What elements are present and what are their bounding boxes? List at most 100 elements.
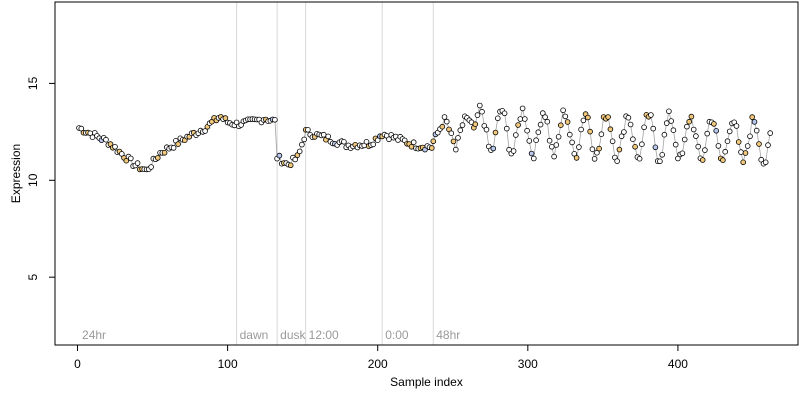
- data-point: [686, 118, 692, 125]
- data-point: [374, 137, 381, 144]
- phase-label: 0:00: [385, 328, 409, 342]
- data-point: [459, 122, 466, 128]
- x-tick-label: 0: [74, 357, 81, 371]
- data-point: [524, 127, 530, 134]
- data-point: [699, 157, 706, 163]
- phase-label: dusk: [280, 328, 306, 342]
- data-point: [670, 127, 677, 133]
- data-point: [553, 142, 560, 148]
- data-point: [630, 136, 636, 143]
- data-point: [287, 162, 294, 169]
- data-point: [112, 144, 118, 150]
- data-point: [726, 128, 733, 135]
- data-point: [301, 136, 308, 143]
- x-tick-label: 300: [518, 357, 538, 371]
- data-point: [410, 139, 417, 146]
- phase-label: 48hr: [436, 328, 460, 342]
- data-point: [740, 159, 746, 166]
- data-point: [474, 112, 481, 118]
- data-point: [587, 128, 593, 135]
- data-point: [724, 138, 731, 145]
- data-point: [175, 141, 181, 147]
- data-point: [666, 108, 672, 115]
- x-tick-label: 100: [218, 357, 238, 371]
- data-point: [526, 138, 533, 144]
- data-point: [711, 121, 717, 127]
- data-point: [616, 146, 623, 153]
- data-point: [576, 144, 582, 150]
- data-point: [690, 126, 697, 133]
- data-point: [533, 137, 539, 144]
- data-point: [668, 118, 674, 124]
- y-tick-label: 10: [26, 173, 40, 187]
- data-point: [571, 151, 578, 157]
- data-point: [222, 115, 229, 121]
- data-point: [585, 114, 591, 121]
- data-point: [443, 118, 450, 125]
- data-point: [521, 116, 528, 122]
- data-point: [713, 128, 719, 134]
- data-point: [363, 139, 370, 145]
- data-point: [675, 155, 681, 162]
- data-point: [580, 117, 587, 124]
- data-point: [738, 149, 744, 155]
- data-point: [589, 146, 596, 153]
- data-point: [591, 156, 598, 162]
- data-point: [555, 134, 562, 140]
- data-point: [441, 114, 448, 120]
- data-point: [747, 133, 753, 140]
- data-point: [535, 129, 542, 136]
- data-point: [528, 150, 535, 157]
- data-point: [134, 160, 141, 166]
- data-point: [515, 122, 521, 128]
- data-point: [657, 158, 663, 165]
- data-point: [609, 138, 616, 145]
- data-point: [684, 123, 690, 130]
- data-point: [544, 118, 551, 125]
- data-point: [296, 148, 303, 155]
- data-point: [693, 133, 699, 139]
- data-point: [650, 125, 656, 132]
- data-point: [661, 131, 668, 138]
- x-tick-label: 200: [368, 357, 388, 371]
- data-point: [614, 158, 620, 164]
- data-point: [636, 155, 643, 162]
- data-point: [767, 130, 773, 136]
- data-point: [510, 148, 517, 154]
- data-point: [476, 102, 483, 109]
- x-axis-title: Sample index: [390, 375, 463, 389]
- data-point: [501, 110, 508, 117]
- data-point: [546, 137, 553, 144]
- data-point: [641, 124, 647, 131]
- data-point: [202, 128, 208, 134]
- data-point: [490, 145, 497, 152]
- data-point: [722, 148, 728, 155]
- data-point: [632, 144, 638, 150]
- data-point: [744, 143, 751, 149]
- data-point: [663, 120, 670, 126]
- data-point: [272, 117, 278, 123]
- data-point: [292, 156, 299, 163]
- data-point: [627, 121, 634, 128]
- data-point: [503, 125, 510, 132]
- x-tick-label: 400: [668, 357, 688, 371]
- data-point: [753, 127, 760, 134]
- data-point: [598, 131, 605, 138]
- y-axis-title: Expression: [9, 144, 23, 203]
- data-point: [672, 141, 679, 148]
- data-point: [607, 126, 614, 132]
- y-tick-label: 5: [26, 274, 40, 281]
- data-point: [305, 127, 311, 133]
- data-point: [276, 152, 283, 159]
- data-point: [562, 113, 569, 120]
- data-point: [512, 132, 519, 138]
- y-tick-label: 15: [26, 76, 40, 90]
- data-point: [539, 110, 546, 116]
- data-point: [455, 135, 461, 141]
- phase-label: 12:00: [309, 328, 339, 342]
- data-point: [472, 121, 479, 127]
- data-point: [621, 129, 627, 135]
- data-point: [325, 133, 332, 140]
- data-point: [299, 141, 305, 148]
